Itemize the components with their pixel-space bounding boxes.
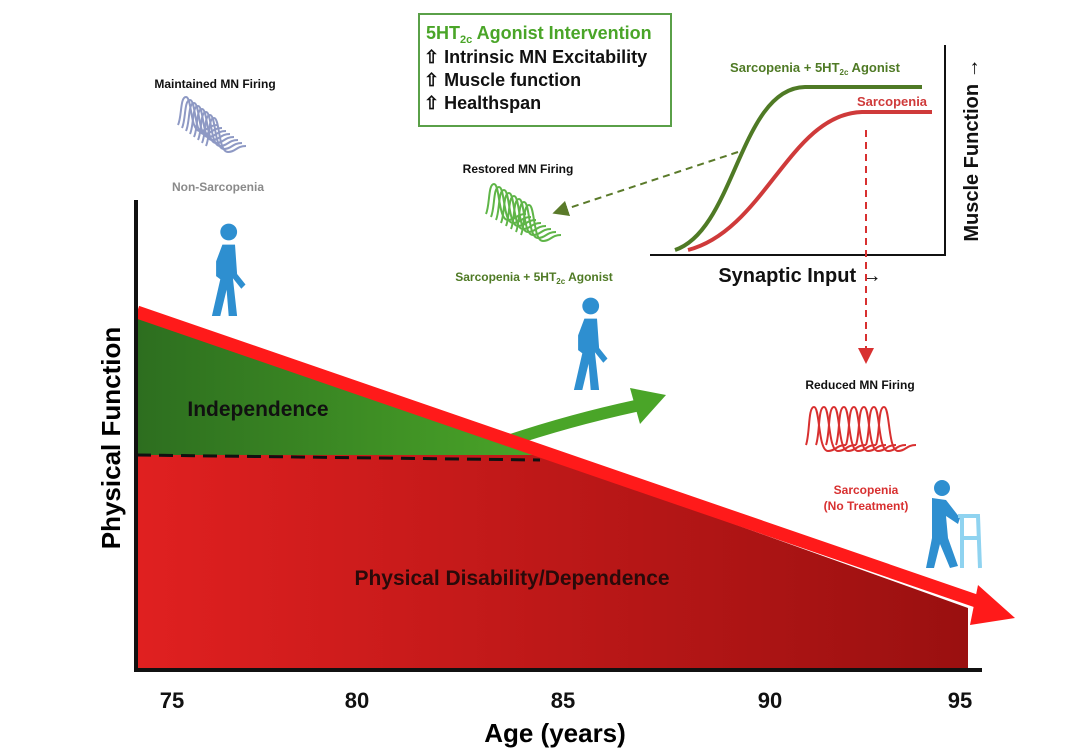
- x-tick-label: 90: [758, 688, 782, 713]
- intervention-title: 5HT2c Agonist Intervention: [426, 23, 652, 46]
- improvement-arrow: [503, 399, 642, 448]
- firing-caption: (No Treatment): [824, 499, 909, 513]
- title-subscript: 2c: [460, 34, 472, 46]
- decline-arrowhead: [970, 585, 1015, 625]
- intervention-item: ⇧ Healthspan: [424, 93, 541, 113]
- region-label: Physical Disability/Dependence: [354, 567, 669, 590]
- label-subscript: 2c: [840, 68, 849, 77]
- firing-trace: [201, 113, 243, 151]
- firing-caption: Sarcopenia + 5HT2c Agonist: [455, 270, 613, 286]
- person-icon: [211, 223, 246, 316]
- firing-title: Reduced MN Firing: [805, 378, 914, 392]
- firing-trace: [515, 200, 557, 240]
- firing-caption: Non-Sarcopenia: [172, 180, 264, 194]
- caption-part: Agonist: [565, 270, 613, 284]
- person-head: [934, 480, 950, 496]
- title-part: 5HT: [426, 23, 460, 43]
- x-axis-label: Age (years): [484, 718, 626, 748]
- title-part: Agonist Intervention: [472, 23, 651, 43]
- walker: [958, 514, 982, 569]
- person-body: [211, 244, 246, 316]
- person-head: [582, 297, 600, 315]
- person-body: [573, 318, 608, 390]
- x-tick-label: 85: [551, 688, 575, 713]
- inset-x-label: Synaptic Input →: [718, 265, 881, 287]
- x-tick-label: 75: [160, 688, 184, 713]
- restore-arrow: [552, 151, 739, 217]
- person-body: [926, 498, 960, 568]
- untreated-label: Sarcopenia: [857, 94, 928, 109]
- firing-title: Maintained MN Firing: [154, 77, 275, 91]
- decline-line: [134, 305, 988, 611]
- caption-subscript: 2c: [556, 277, 565, 286]
- person-icon: [573, 297, 608, 390]
- person-head: [220, 223, 238, 241]
- intervention-item: ⇧ Intrinsic MN Excitability: [424, 47, 647, 67]
- person-icon: [926, 480, 982, 569]
- label-part: Agonist: [848, 60, 900, 75]
- x-tick-label: 95: [948, 688, 972, 713]
- improvement-arrowhead: [630, 388, 666, 424]
- x-tick-label: 80: [345, 688, 369, 713]
- treated-label: Sarcopenia + 5HT2c Agonist: [730, 60, 901, 77]
- y-axis-label: Physical Function: [96, 327, 126, 550]
- untreated-curve: [687, 110, 932, 252]
- intervention-item: ⇧ Muscle function: [424, 70, 581, 90]
- firing-trace: [520, 203, 562, 243]
- firing-trace: [197, 110, 239, 148]
- firing-caption: Sarcopenia: [834, 483, 899, 497]
- firing-trace: [875, 405, 917, 453]
- firing-trace: [193, 107, 235, 145]
- label-part: Sarcopenia + 5HT: [730, 60, 840, 75]
- firing-title: Restored MN Firing: [463, 162, 574, 176]
- caption-part: Sarcopenia + 5HT: [455, 270, 557, 284]
- region-label: Independence: [187, 398, 328, 421]
- inset-y-label: Muscle Function →: [961, 58, 983, 241]
- treated-curve: [674, 85, 922, 252]
- intervention-box: [418, 13, 672, 127]
- threshold-line: [136, 453, 541, 462]
- firing-trace: [205, 116, 247, 154]
